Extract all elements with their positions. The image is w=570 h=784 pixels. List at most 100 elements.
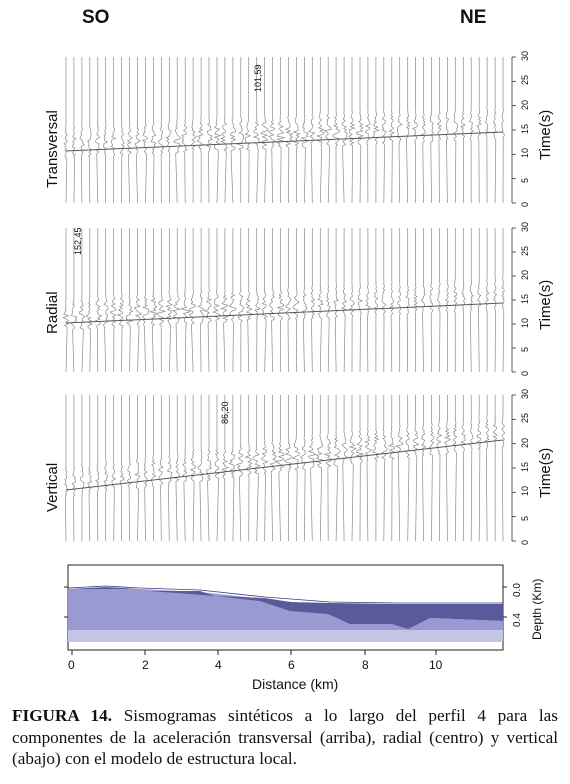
surface-line [67, 585, 503, 604]
seismogram-trace [63, 57, 68, 204]
seismogram-trace [469, 57, 474, 204]
direction-label-sw: SO [82, 7, 110, 28]
seismogram-trace [244, 57, 252, 204]
time-tick-label: 30 [520, 50, 530, 61]
seismogram-trace [228, 228, 237, 373]
seismogram-trace [229, 57, 237, 204]
seismogram-trace [277, 228, 285, 373]
seismogram-trace [341, 57, 348, 204]
seismogram-trace [236, 57, 245, 204]
seismogram-trace [190, 57, 197, 204]
seismogram-trace [307, 395, 317, 542]
caption-text: Sismogramas sintéticos a lo largo del pe… [12, 706, 558, 768]
seismogram-trace [213, 57, 222, 204]
time-tick-label: 20 [520, 99, 530, 110]
seismogram-trace [150, 57, 157, 204]
seismogram-trace [308, 57, 316, 204]
seismogram-trace [143, 395, 148, 542]
seismogram-trace [452, 395, 458, 542]
seismogram-trace [172, 228, 182, 373]
seismogram-trace [95, 57, 100, 204]
time-tick-label: 10 [520, 148, 530, 159]
seismogram-trace [71, 395, 77, 542]
distance-axis-title: Distance (km) [252, 676, 339, 692]
seismogram-trace [436, 228, 441, 373]
seismogram-trace [94, 228, 103, 373]
seismogram-trace [292, 228, 300, 373]
seismogram-trace [348, 57, 356, 204]
time-tick-label: 25 [520, 413, 530, 424]
seismogram-trace [151, 395, 157, 542]
seismogram-trace [333, 395, 341, 542]
seismogram-trace [260, 395, 269, 542]
seismogram-trace [364, 395, 372, 542]
seismogram-trace [261, 228, 268, 373]
distance-tick-4: 4 [215, 658, 222, 672]
seismogram-trace [389, 228, 395, 373]
upper-layer [68, 587, 503, 629]
seismogram-trace [126, 57, 133, 204]
seismogram-trace [291, 395, 301, 542]
seismogram-trace [102, 57, 109, 204]
seismogram-trace [469, 228, 474, 373]
seismogram-trace [444, 228, 449, 373]
time-tick-label: 15 [520, 123, 530, 134]
seismogram-trace [269, 395, 277, 542]
seismogram-trace [212, 228, 222, 373]
seismogram-trace [182, 395, 188, 542]
first-arrival-line [65, 302, 504, 324]
seismogram-trace [388, 57, 396, 204]
seismogram-trace [492, 228, 498, 373]
seismogram-trace [341, 395, 349, 542]
seismogram-trace [180, 228, 191, 373]
seismogram-trace [85, 228, 93, 373]
time-tick-label: 10 [520, 317, 530, 328]
seismogram-trace [364, 57, 371, 204]
time-tick-label: 0 [520, 539, 530, 545]
seismogram-trace [323, 395, 332, 542]
seismogram-trace [189, 395, 197, 542]
seismogram-trace [355, 395, 364, 542]
seismogram-trace [196, 57, 204, 204]
seismogram-trace [269, 228, 275, 373]
time-tick-label: 25 [520, 245, 530, 256]
seismogram-trace [70, 228, 78, 373]
seismogram-trace [476, 228, 482, 373]
seismogram-trace [445, 57, 450, 204]
seismogram-trace [197, 228, 205, 373]
time-tick-label: 25 [520, 75, 530, 86]
seismogram-trace [501, 57, 505, 204]
seismogram-trace [109, 228, 117, 373]
seismogram-trace [284, 57, 294, 204]
seismogram-trace [453, 228, 458, 373]
basement-layer [68, 630, 503, 642]
seismogram-trace [443, 395, 452, 542]
time-axis-title-radial: Time(s) [537, 279, 554, 330]
seismogram-trace [460, 395, 466, 542]
seismogram-trace [310, 228, 316, 373]
seismogram-trace [468, 395, 474, 542]
seismogram-trace [174, 395, 180, 542]
seismogram-trace [134, 395, 141, 542]
seismogram-trace [501, 395, 506, 542]
seismogram-trace [87, 57, 92, 204]
seismogram-trace [429, 57, 435, 204]
seismogram-trace [405, 57, 411, 204]
seismogram-trace [429, 228, 434, 373]
time-tick-label: 5 [520, 177, 530, 183]
seismogram-trace [71, 57, 77, 204]
seismogram-trace [235, 395, 244, 542]
seismogram-trace [485, 57, 489, 204]
seismogram-trace [461, 228, 466, 373]
seismogram-trace [165, 57, 172, 204]
seismogram-trace [173, 57, 181, 204]
seismogram-trace [119, 395, 125, 542]
time-tick-label: 0 [520, 201, 530, 207]
first-arrival-line [65, 439, 504, 491]
seismogram-trace [203, 228, 212, 373]
seismogram-trace [428, 395, 435, 542]
seismogram-trace [125, 228, 134, 373]
seismogram-trace [220, 57, 228, 204]
seismogram-trace [253, 228, 262, 373]
seismogram-trace [260, 57, 269, 204]
